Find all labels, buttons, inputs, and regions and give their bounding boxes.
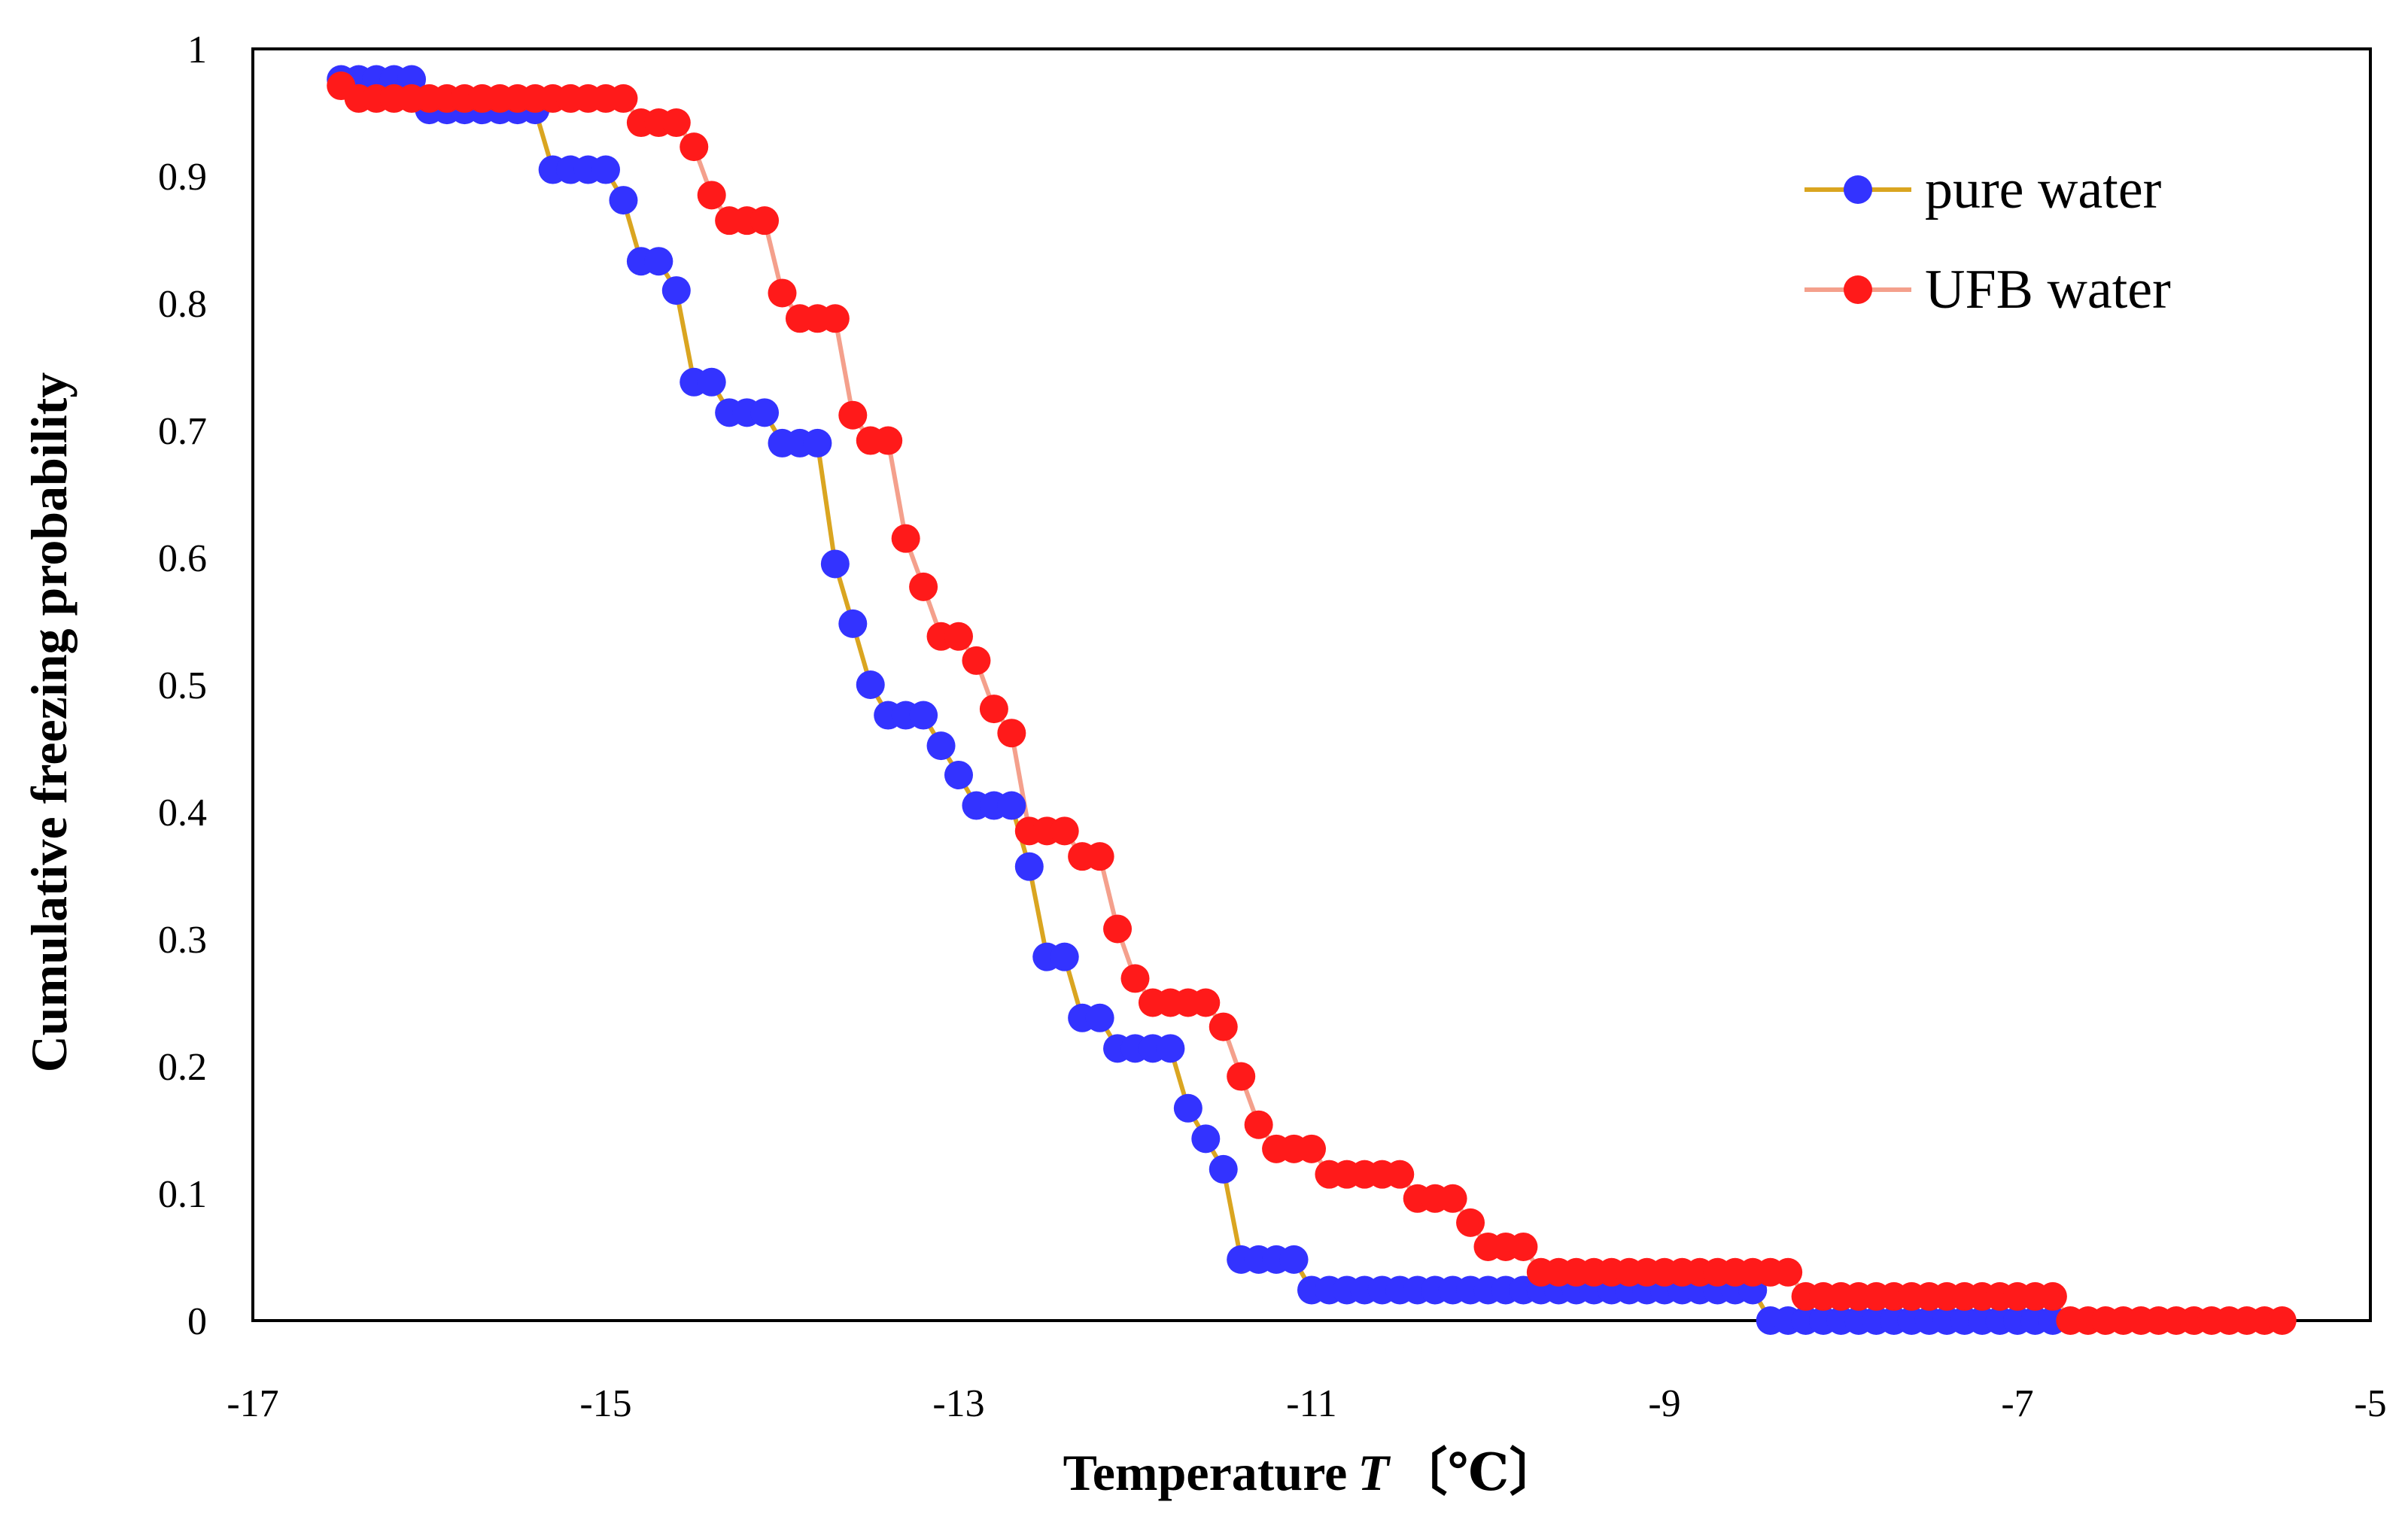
- data-point-series-1: [1438, 1184, 1467, 1213]
- data-point-series-1: [1774, 1257, 1803, 1287]
- data-point-series-0: [926, 731, 956, 761]
- data-point-series-0: [1050, 942, 1079, 971]
- data-point-series-0: [1156, 1034, 1185, 1063]
- legend: pure water UFB water: [1804, 159, 2171, 321]
- data-point-series-0: [1014, 852, 1044, 881]
- x-axis-title-main: Temperature: [1063, 1444, 1348, 1501]
- y-tick-label: 0.7: [158, 410, 207, 453]
- data-point-series-1: [661, 108, 691, 138]
- series-markers: [327, 65, 2297, 1335]
- data-point-series-1: [1103, 914, 1133, 944]
- data-point-series-0: [661, 276, 691, 306]
- data-point-series-0: [750, 398, 780, 427]
- data-point-series-0: [997, 791, 1026, 820]
- x-axis-title-unit: 〔℃〕: [1397, 1444, 1560, 1501]
- data-point-series-1: [1385, 1160, 1415, 1189]
- x-tick-label: -9: [1648, 1382, 1680, 1425]
- data-point-series-1: [1050, 816, 1079, 846]
- plot-area: [251, 47, 2372, 1322]
- data-point-series-1: [1120, 964, 1150, 993]
- legend-marker-1: [1844, 275, 1872, 304]
- data-point-series-0: [1279, 1245, 1309, 1274]
- data-point-series-1: [1509, 1232, 1538, 1261]
- data-point-series-0: [591, 155, 620, 184]
- y-tick-label: 0.6: [158, 537, 207, 580]
- y-tick-label: 0.3: [158, 919, 207, 962]
- data-point-series-1: [1191, 988, 1221, 1017]
- x-tick-label: -15: [579, 1382, 631, 1425]
- data-point-series-1: [962, 646, 991, 675]
- x-tick-label: -13: [932, 1382, 984, 1425]
- y-tick-label: 0: [187, 1300, 207, 1343]
- x-tick-label: -17: [227, 1382, 278, 1425]
- data-point-series-1: [1227, 1062, 1256, 1091]
- data-point-series-1: [1297, 1134, 1326, 1163]
- y-axis-ticks: 0 0.1 0.2 0.3 0.4 0.5 0.6 0.7 0.8 0.9 1: [158, 29, 207, 1343]
- data-point-series-1: [820, 304, 850, 333]
- data-point-series-0: [944, 760, 973, 789]
- x-axis-title-var: T: [1358, 1444, 1391, 1501]
- data-point-series-0: [909, 701, 938, 730]
- data-point-series-0: [856, 670, 885, 699]
- data-point-series-0: [1209, 1154, 1238, 1184]
- data-point-series-1: [1456, 1208, 1485, 1237]
- x-tick-label: -5: [2354, 1382, 2386, 1425]
- x-tick-label: -11: [1286, 1382, 1336, 1425]
- y-tick-label: 0.1: [158, 1173, 207, 1216]
- y-tick-label: 0.2: [158, 1046, 207, 1089]
- data-point-series-0: [697, 367, 726, 397]
- data-point-series-1: [997, 719, 1026, 748]
- legend-label-0: pure water: [1925, 159, 2161, 220]
- data-point-series-0: [1191, 1124, 1221, 1154]
- x-axis-title: Temperature T 〔℃〕: [1063, 1444, 1561, 1501]
- legend-marker-0: [1844, 175, 1872, 204]
- data-point-series-0: [820, 549, 850, 579]
- data-point-series-0: [1085, 1003, 1114, 1032]
- data-point-series-1: [609, 84, 638, 113]
- data-point-series-1: [1244, 1110, 1273, 1139]
- y-tick-label: 0.8: [158, 283, 207, 326]
- y-tick-label: 0.9: [158, 156, 207, 199]
- data-point-series-0: [644, 247, 673, 276]
- x-axis-ticks: -17 -15 -13 -11 -9 -7 -5: [227, 1382, 2386, 1425]
- data-point-series-0: [609, 186, 638, 215]
- data-point-series-1: [1085, 842, 1114, 871]
- data-point-series-1: [944, 622, 973, 651]
- data-point-series-1: [2267, 1306, 2297, 1335]
- y-tick-label: 1: [187, 29, 207, 71]
- data-point-series-1: [768, 278, 797, 308]
- data-point-series-0: [803, 428, 832, 458]
- y-tick-label: 0.4: [158, 792, 207, 834]
- data-point-series-0: [838, 609, 868, 638]
- data-point-series-1: [979, 695, 1008, 724]
- y-tick-label: 0.5: [158, 664, 207, 707]
- data-point-series-1: [750, 206, 780, 236]
- data-point-series-1: [680, 132, 709, 162]
- x-tick-label: -7: [2001, 1382, 2033, 1425]
- data-point-series-1: [697, 181, 726, 210]
- data-point-series-1: [874, 426, 903, 455]
- data-point-series-1: [1209, 1012, 1238, 1041]
- y-axis-title: Cumulative freezing probability: [20, 372, 78, 1073]
- data-point-series-1: [891, 524, 920, 553]
- data-point-series-1: [2038, 1281, 2067, 1311]
- data-point-series-1: [909, 572, 938, 601]
- legend-label-1: UFB water: [1925, 259, 2171, 321]
- data-point-series-1: [838, 400, 868, 430]
- data-point-series-0: [1173, 1093, 1202, 1123]
